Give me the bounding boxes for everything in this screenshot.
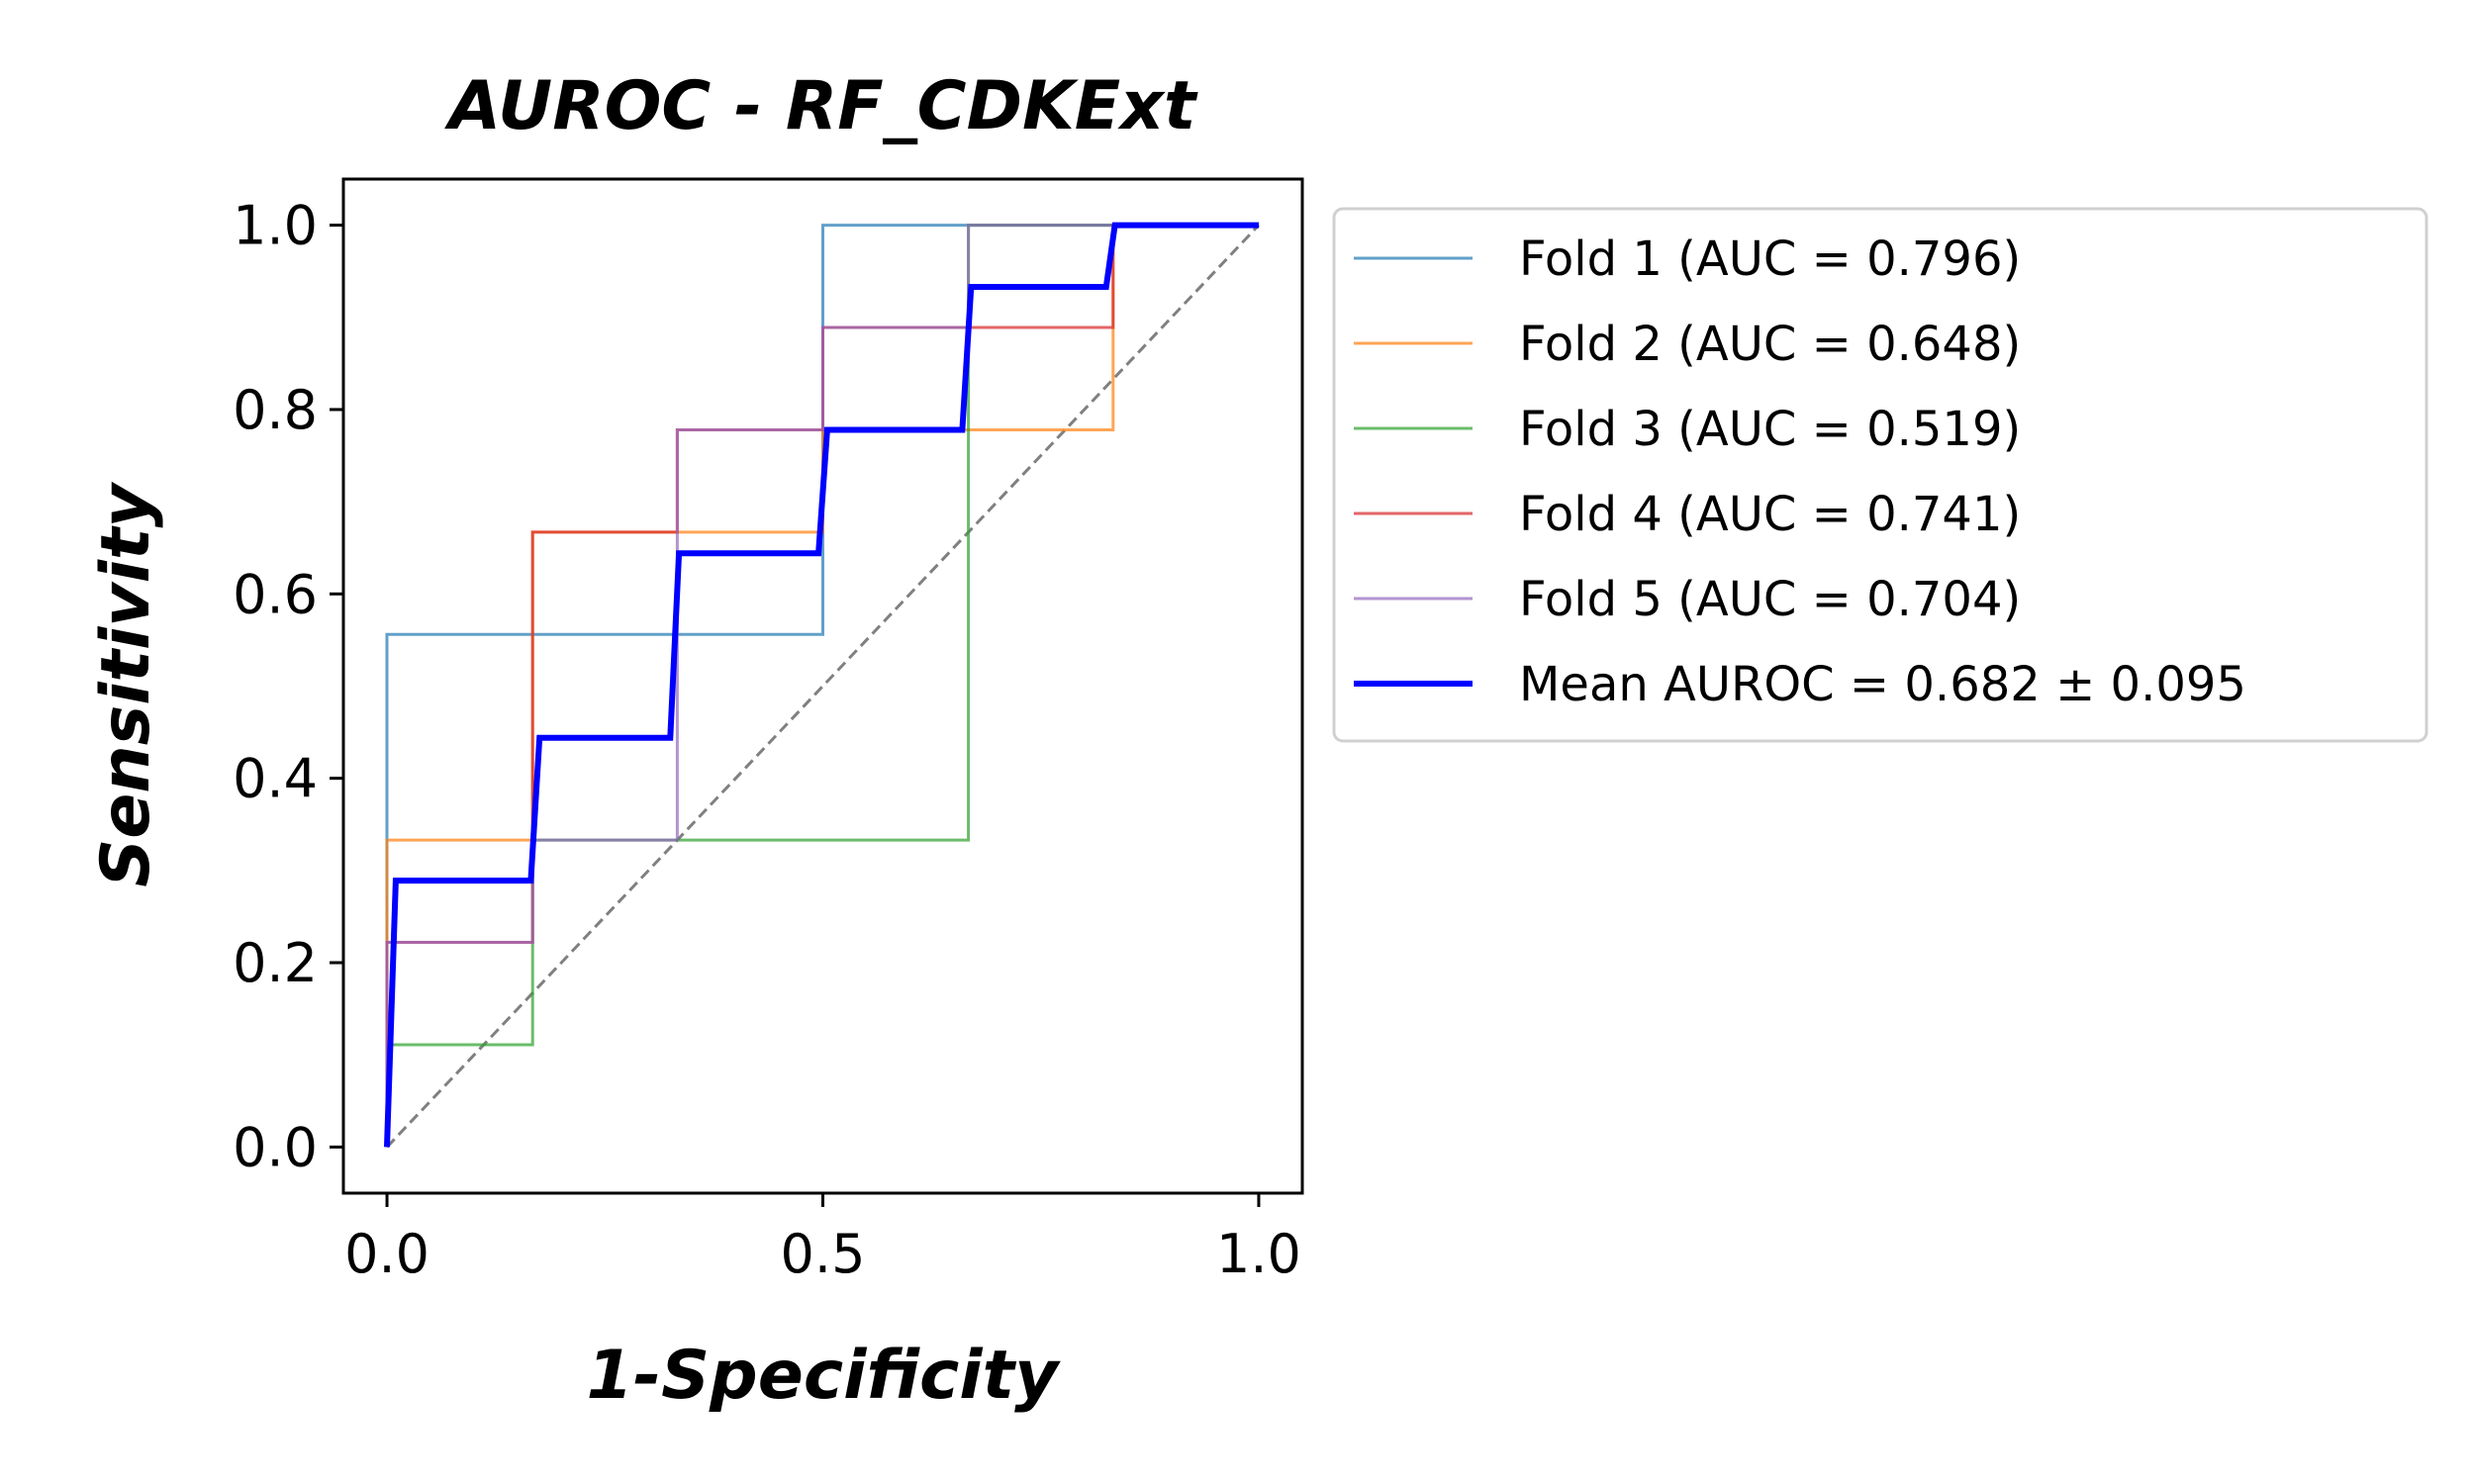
- y-tick-label: 1.0: [233, 195, 318, 257]
- y-tick-label: 0.2: [233, 932, 318, 994]
- x-axis-label: 1-Specificity: [587, 1337, 1062, 1415]
- legend-label-fold-3: Fold 3 (AUC = 0.519): [1519, 402, 2021, 457]
- x-tick-label: 0.5: [781, 1223, 866, 1285]
- y-tick-label: 0.0: [233, 1116, 318, 1178]
- mean-roc-line: [384, 222, 1259, 1148]
- x-tick-label: 1.0: [1216, 1223, 1301, 1285]
- chart-title: AUROC - RF_CDKExt: [443, 67, 1198, 145]
- legend-label-fold-1: Fold 1 (AUC = 0.796): [1519, 232, 2021, 287]
- legend-label-mean: Mean AUROC = 0.682 ± 0.095: [1519, 657, 2246, 712]
- y-tick-label: 0.4: [233, 748, 318, 810]
- plot-area: [384, 222, 1261, 1149]
- x-axis: 0.0 0.5 1.0: [344, 1193, 1301, 1285]
- legend-label-fold-5: Fold 5 (AUC = 0.704): [1519, 572, 2021, 627]
- y-tick-label: 0.8: [233, 379, 318, 441]
- y-axis-label: Sensitivity: [87, 482, 165, 887]
- x-tick-label: 0.0: [344, 1223, 429, 1285]
- y-axis: 0.0 0.2 0.4 0.6 0.8 1.0: [233, 195, 343, 1178]
- legend-frame: [1332, 207, 2428, 743]
- legend: Fold 1 (AUC = 0.796) Fold 2 (AUC = 0.648)…: [1332, 207, 2428, 743]
- y-tick-label: 0.6: [233, 563, 318, 625]
- legend-label-fold-4: Fold 4 (AUC = 0.741): [1519, 487, 2021, 542]
- legend-label-fold-2: Fold 2 (AUC = 0.648): [1519, 317, 2021, 372]
